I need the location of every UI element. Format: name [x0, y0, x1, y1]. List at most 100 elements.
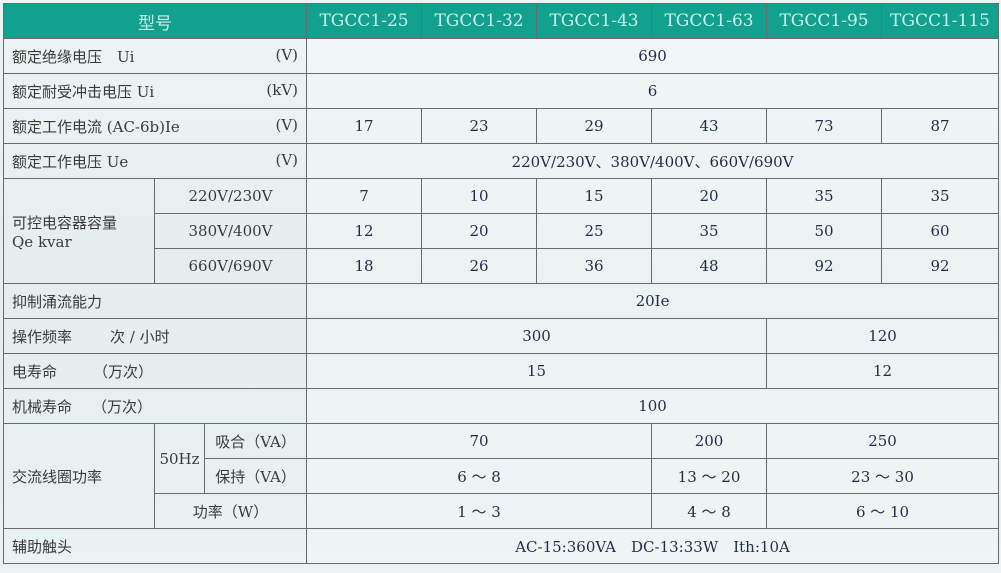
- unit: （万次）: [92, 397, 153, 416]
- value-cell: 300: [306, 318, 768, 354]
- coil-frequency: 50Hz: [154, 423, 205, 494]
- unit: (V): [275, 45, 299, 64]
- value-cell: 6 ～ 8: [306, 458, 653, 494]
- unit: (V): [275, 150, 299, 169]
- value-cell: 23: [421, 108, 538, 144]
- model-header-cell: TGCC1-115: [881, 3, 1000, 39]
- header-row: 型号 TGCC1-25 TGCC1-32 TGCC1-43 TGCC1-63 T…: [2, 3, 1000, 39]
- row-label: (kV) 额定耐受冲击电压 Ui: [2, 73, 308, 109]
- value-cell: 13 ～ 20: [651, 458, 768, 494]
- voltage-label: 380V/400V: [153, 213, 308, 249]
- voltage-label: 220V/230V: [153, 178, 308, 214]
- value-cell: 70: [306, 423, 653, 459]
- model-header: 型号: [2, 3, 308, 39]
- value-cell: 35: [766, 178, 883, 214]
- label-text: 操作频率: [12, 327, 73, 346]
- unit: (V): [275, 115, 299, 134]
- hold-label: 保持（VA）: [203, 458, 308, 494]
- model-header-cell: TGCC1-95: [766, 3, 883, 39]
- row-label: (V) 额定工作电压 Ue: [2, 143, 308, 179]
- value-cell: 35: [881, 178, 1000, 214]
- row-label: 抑制涌流能力: [2, 283, 308, 319]
- value-cell: 6: [306, 73, 1000, 109]
- value-cell: 690: [306, 38, 1000, 74]
- model-header-cell: TGCC1-63: [651, 3, 768, 39]
- row-frequency: 操作频率 次 / 小时 300 120: [2, 318, 1000, 354]
- value-cell: 50: [766, 213, 883, 249]
- value-cell: 1 ～ 3: [306, 493, 653, 529]
- model-header-cell: TGCC1-32: [421, 3, 538, 39]
- value-cell: 36: [536, 248, 653, 284]
- model-header-cell: TGCC1-43: [536, 3, 653, 39]
- row-capacitor-380: 380V/400V 12 20 25 35 50 60: [4, 213, 1000, 249]
- value-cell: 200: [651, 423, 768, 459]
- value-cell: 73: [766, 108, 883, 144]
- value-cell: 20: [421, 213, 538, 249]
- value-cell: 26: [421, 248, 538, 284]
- row-impulse-voltage: (kV) 额定耐受冲击电压 Ui 6: [2, 73, 1000, 109]
- value-cell: 7: [306, 178, 423, 214]
- value-cell: 25: [536, 213, 653, 249]
- row-coil-hold: 保持（VA） 6 ～ 8 13 ～ 20 23 ～ 30: [4, 458, 1000, 494]
- value-cell: 43: [651, 108, 768, 144]
- value-cell: 120: [766, 318, 1000, 354]
- power-label: 功率（W）: [153, 493, 308, 529]
- row-electrical-life: 电寿命 （万次） 15 12: [2, 353, 1000, 389]
- value-cell: 87: [881, 108, 1000, 144]
- value-cell: 15: [306, 353, 768, 389]
- value-cell: 48: [651, 248, 768, 284]
- value-cell: 60: [881, 213, 1000, 249]
- row-label: 操作频率 次 / 小时: [2, 318, 308, 354]
- row-label: 机械寿命 （万次）: [2, 388, 308, 424]
- label-text: 额定耐受冲击电压 Ui: [12, 82, 155, 101]
- value-cell: 35: [651, 213, 768, 249]
- row-rated-current: (V) 额定工作电流 (AC-6b)Ie 17 23 29 43 73 87: [2, 108, 1000, 144]
- row-aux-contact: 辅助触头 AC-15:360VA DC-13:33W Ith:10A: [2, 528, 1000, 564]
- row-label: 电寿命 （万次）: [2, 353, 308, 389]
- value-cell: 4 ～ 8: [651, 493, 768, 529]
- label-text: 电寿命: [12, 362, 58, 381]
- label-text: 额定绝缘电压 Ui: [12, 47, 135, 66]
- label-unit: Qe kvar: [12, 232, 72, 251]
- unit: （万次）: [93, 362, 154, 381]
- value-cell: 29: [536, 108, 653, 144]
- value-cell: 92: [881, 248, 1000, 284]
- value-cell: 15: [536, 178, 653, 214]
- value-cell: 20: [651, 178, 768, 214]
- value-cell: 20Ie: [306, 283, 1000, 319]
- row-coil-power: 功率（W） 1 ～ 3 4 ～ 8 6 ～ 10: [4, 493, 1000, 529]
- value-cell: 12: [766, 353, 1000, 389]
- value-cell: 6 ～ 10: [766, 493, 1000, 529]
- value-cell: 17: [306, 108, 423, 144]
- row-label: 辅助触头: [2, 528, 308, 564]
- row-capacitor-220: 可控电容器容量 Qe kvar 220V/230V 7 10 15 20 35 3…: [3, 178, 1000, 284]
- model-header-cell: TGCC1-25: [306, 3, 423, 39]
- row-coil-pickup: 交流线圈功率 50Hz 吸合（VA） 70 200 250: [3, 423, 1000, 529]
- value-cell: AC-15:360VA DC-13:33W Ith:10A: [306, 528, 1000, 564]
- spec-table: 型号 TGCC1-25 TGCC1-32 TGCC1-43 TGCC1-63 T…: [2, 3, 1000, 564]
- unit: 次 / 小时: [110, 327, 170, 346]
- capacitor-label: 可控电容器容量 Qe kvar: [3, 178, 155, 284]
- label-text: 可控电容器容量: [12, 213, 118, 232]
- row-label: (V) 额定工作电流 (AC-6b)Ie: [2, 108, 308, 144]
- coil-label: 交流线圈功率: [3, 423, 155, 529]
- row-capacitor-660: 660V/690V 18 26 36 48 92 92: [4, 248, 1000, 284]
- row-insulation-voltage: (V) 额定绝缘电压 Ui 690: [2, 38, 1000, 74]
- value-cell: 92: [766, 248, 883, 284]
- value-cell: 10: [421, 178, 538, 214]
- value-cell: 220V/230V、380V/400V、660V/690V: [306, 143, 1000, 179]
- pickup-label: 吸合（VA）: [203, 423, 308, 459]
- row-label: (V) 额定绝缘电压 Ui: [2, 38, 308, 74]
- unit: (kV): [266, 80, 299, 99]
- value-cell: 12: [306, 213, 423, 249]
- label-text: 额定工作电压 Ue: [12, 152, 129, 171]
- row-inrush: 抑制涌流能力 20Ie: [2, 283, 1000, 319]
- voltage-label: 660V/690V: [153, 248, 308, 284]
- value-cell: 18: [306, 248, 423, 284]
- label-text: 机械寿命: [12, 397, 73, 416]
- value-cell: 100: [306, 388, 1000, 424]
- row-rated-voltage: (V) 额定工作电压 Ue 220V/230V、380V/400V、660V/69…: [2, 143, 1000, 179]
- row-mechanical-life: 机械寿命 （万次） 100: [2, 388, 1000, 424]
- value-cell: 23 ～ 30: [766, 458, 1000, 494]
- value-cell: 250: [766, 423, 1000, 459]
